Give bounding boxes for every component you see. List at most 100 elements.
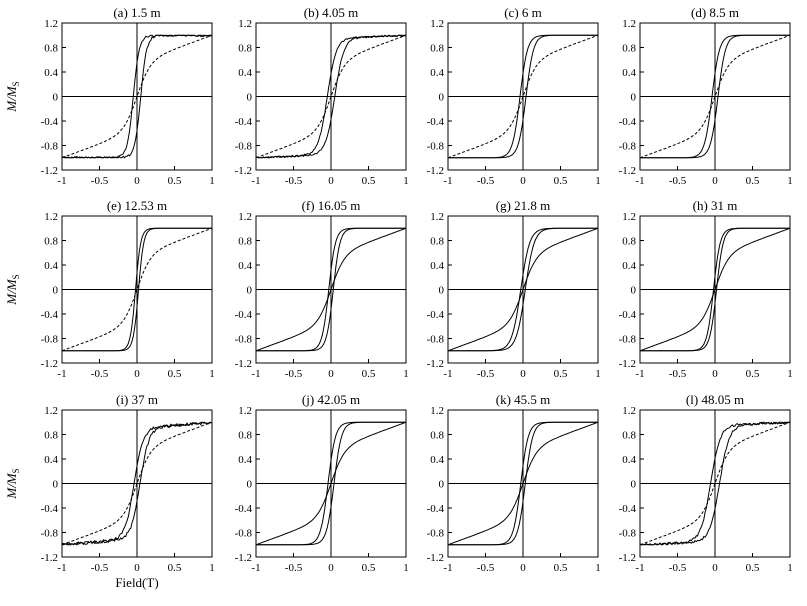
x-tick-label: 0.5 [362, 562, 376, 574]
y-label-subscript: S [11, 274, 21, 279]
x-tick-label: -0.5 [91, 175, 109, 187]
y-tick-label: -1.2 [41, 165, 58, 177]
y-tick-label: 0 [439, 285, 445, 297]
x-tick-label: -1 [635, 368, 644, 380]
y-tick-label: 0 [439, 479, 445, 491]
panel-title: (a) 1.5 m [113, 5, 160, 20]
y-tick-label: -1.2 [235, 358, 252, 370]
y-tick-label: -0.8 [427, 141, 445, 153]
x-tick-label: 0.5 [746, 175, 760, 187]
x-tick-label: -1 [57, 368, 66, 380]
x-tick-label: -1 [443, 368, 452, 380]
y-tick-label: -1.2 [235, 165, 252, 177]
x-tick-label: 0.5 [168, 562, 182, 574]
y-tick-label: 0.4 [238, 67, 252, 79]
y-tick-label: -0.4 [41, 309, 59, 321]
x-tick-label: 0 [520, 368, 526, 380]
y-tick-label: 0.4 [44, 454, 58, 466]
panel: (c) 6 m 1.2 0.8 0.4 0 -0.4 -0.8 -1.2-1 -0.5 0 0.5 1 [427, 5, 601, 187]
y-tick-label: -1.2 [41, 552, 58, 564]
panel-title: (i) 37 m [116, 392, 158, 407]
x-tick-label: 0 [134, 562, 140, 574]
y-tick-label: 0 [247, 479, 253, 491]
x-tick-label: -0.5 [477, 368, 495, 380]
x-tick-label: -1 [57, 175, 66, 187]
panel-title: (e) 12.53 m [107, 198, 167, 213]
x-tick-label: -0.5 [669, 368, 687, 380]
x-tick-label: 1 [403, 562, 409, 574]
x-tick-label: -0.5 [91, 368, 109, 380]
panel: (b) 4.05 m 1.2 0.8 0.4 0 -0.4 -0.8 -1.2-1 -0.5 0 0… [235, 5, 409, 187]
y-tick-label: 1.2 [238, 18, 252, 30]
x-tick-label: 0 [328, 175, 334, 187]
y-tick-label: -0.4 [619, 309, 637, 321]
loop-ascending-branch [61, 421, 213, 546]
y-tick-label: 0 [53, 92, 59, 104]
y-tick-label: 0.8 [44, 430, 58, 442]
paramagnetic-curve [447, 227, 599, 352]
y-tick-label: -1.2 [427, 358, 444, 370]
y-tick-label: 1.2 [238, 211, 252, 223]
x-axis-label: Field(T) [115, 575, 158, 590]
y-tick-label: -0.8 [41, 528, 59, 540]
x-tick-label: -1 [57, 562, 66, 574]
panel: (j) 42.05 m 1.2 0.8 0.4 0 -0.4 -0.8 -1.2-1 -0.5 0… [235, 392, 409, 574]
y-tick-label: 0 [439, 92, 445, 104]
x-tick-label: 1 [787, 368, 793, 380]
y-tick-label: 1.2 [238, 405, 252, 417]
x-tick-label: 0.5 [362, 175, 376, 187]
loop-ascending-branch [640, 34, 790, 159]
panel-title: (c) 6 m [504, 5, 542, 20]
panel-title: (b) 4.05 m [304, 5, 359, 20]
y-tick-label: -0.4 [619, 503, 637, 515]
panel: (e) 12.53 m 1.2 0.8 0.4 0 -0.4 -0.8 -1.2-1 -0.5 0… [41, 198, 215, 380]
x-tick-label: 0.5 [168, 175, 182, 187]
x-tick-label: -0.5 [285, 175, 303, 187]
x-tick-label: 1 [787, 175, 793, 187]
x-tick-label: 0 [712, 562, 718, 574]
x-tick-label: 0 [520, 175, 526, 187]
y-tick-label: 0.4 [622, 260, 636, 272]
x-tick-label: -1 [635, 175, 644, 187]
panel: (d) 8.5 m 1.2 0.8 0.4 0 -0.4 -0.8 -1.2-1 -0.5 0 0.… [619, 5, 793, 187]
x-tick-label: -1 [251, 562, 260, 574]
x-tick-label: -0.5 [285, 562, 303, 574]
y-tick-label: 0.8 [44, 236, 58, 248]
panel: (h) 31 m 1.2 0.8 0.4 0 -0.4 -0.8 -1.2-1 -0.5 0 0.5… [619, 198, 793, 380]
y-tick-label: -0.8 [235, 141, 253, 153]
loop-ascending-branch [448, 227, 598, 352]
y-tick-label: -0.8 [619, 334, 637, 346]
x-tick-label: -1 [635, 562, 644, 574]
y-axis-labels: M/MSM/MSM/MS [4, 81, 21, 499]
x-tick-label: 1 [403, 368, 409, 380]
x-tick-label: -0.5 [477, 175, 495, 187]
loop-ascending-branch [61, 34, 212, 159]
y-tick-label: -0.8 [619, 528, 637, 540]
y-tick-label: -0.8 [427, 334, 445, 346]
y-tick-label: 1.2 [430, 405, 444, 417]
paramagnetic-curve [255, 34, 407, 159]
paramagnetic-curve [255, 227, 407, 352]
y-tick-label: 0.8 [238, 43, 252, 55]
y-axis-label: M/MS [4, 274, 21, 305]
x-tick-label: 0 [134, 175, 140, 187]
panel-grid: (a) 1.5 m1.20.80.40-0.4-0.8-1.2-1 -0.5 0 0.… [41, 5, 793, 574]
y-label-main: M/M [4, 472, 19, 499]
x-tick-label: 1 [595, 562, 601, 574]
y-tick-label: 0.8 [430, 430, 444, 442]
paramagnetic-curve [639, 34, 791, 159]
x-tick-label: 0 [520, 562, 526, 574]
y-tick-label: -1.2 [619, 165, 636, 177]
paramagnetic-curve [61, 227, 213, 352]
paramagnetic-curve [639, 421, 791, 546]
x-tick-label: 0 [328, 368, 334, 380]
x-tick-label: 1 [209, 175, 215, 187]
x-tick-label: -1 [443, 175, 452, 187]
paramagnetic-curve [61, 421, 213, 546]
y-tick-label: 0.4 [622, 67, 636, 79]
panel: (g) 21.8 m 1.2 0.8 0.4 0 -0.4 -0.8 -1.2-1 -0.5 0 0… [427, 198, 601, 380]
panel-title: (k) 45.5 m [496, 392, 551, 407]
paramagnetic-curve [447, 421, 599, 546]
x-tick-label: -0.5 [285, 368, 303, 380]
y-tick-label: 0.8 [430, 43, 444, 55]
